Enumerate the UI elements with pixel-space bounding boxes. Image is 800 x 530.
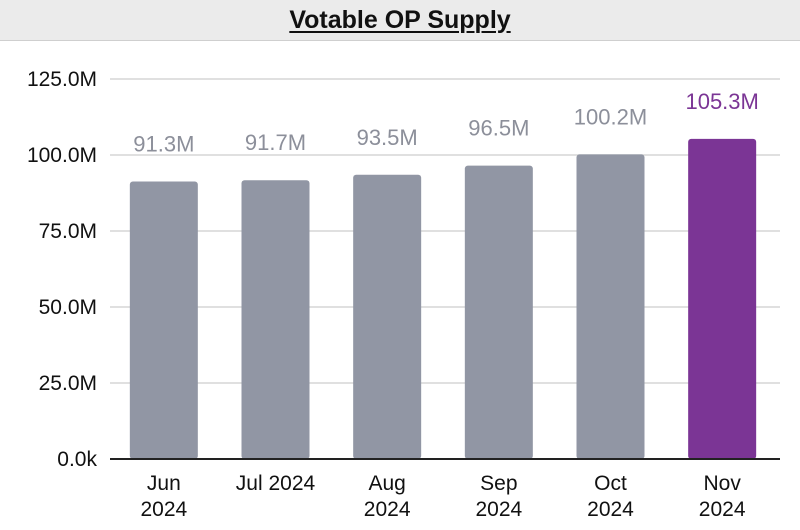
y-axis-ticks: 0.0k 25.0M 50.0M 75.0M 100.0M 125.0M: [27, 68, 98, 471]
bar: [353, 174, 422, 459]
chart-title: Votable OP Supply: [289, 5, 511, 34]
y-tick-label: 0.0k: [57, 448, 97, 471]
bar: [576, 154, 645, 459]
bar: [241, 180, 310, 459]
bar: [129, 181, 198, 459]
bar-value-label: 96.5M: [468, 116, 529, 141]
y-tick-label: 50.0M: [39, 296, 97, 319]
bar-value-label: 91.3M: [133, 131, 194, 156]
gridlines: [110, 78, 780, 384]
bar: [688, 138, 757, 459]
bar-value-label: 100.2M: [574, 104, 647, 129]
x-tick-label: Sep 2024: [475, 472, 522, 521]
chart-title-bar: Votable OP Supply: [0, 0, 800, 41]
y-tick-label: 125.0M: [27, 68, 97, 91]
bar-value-label: 105.3M: [685, 89, 758, 114]
bar: [464, 165, 533, 459]
y-tick-label: 25.0M: [39, 372, 97, 395]
bar-value-label: 93.5M: [357, 125, 418, 150]
x-tick-label: Oct 2024: [587, 472, 634, 521]
bar-value-label: 91.7M: [245, 130, 306, 155]
value-labels: 91.3M 91.7M 93.5M 96.5M 100.2M 105.3M: [133, 89, 759, 157]
y-tick-label: 100.0M: [27, 144, 97, 167]
x-tick-label: Jun 2024: [140, 472, 187, 521]
x-tick-label: Nov 2024: [699, 472, 746, 521]
bars: [129, 138, 757, 459]
x-tick-label: Jul 2024: [236, 472, 316, 495]
y-tick-label: 75.0M: [39, 220, 97, 243]
x-tick-label: Aug 2024: [364, 472, 411, 521]
x-axis-ticks: Jun 2024 Jul 2024 Aug 2024 Sep 2024 Oct 2024 Nov 2…: [140, 472, 745, 521]
